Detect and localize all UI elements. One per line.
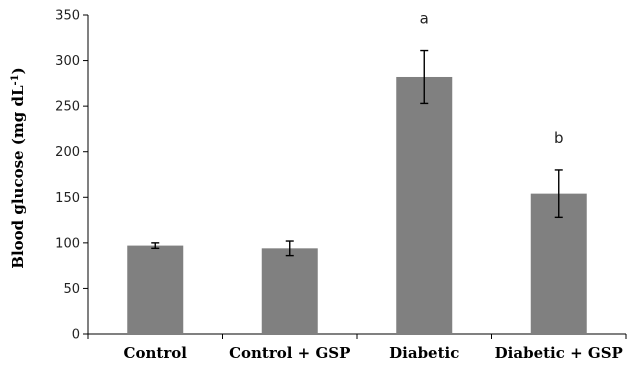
bar [261,248,318,334]
category-label: Control [124,344,188,362]
y-axis: 0 50 100 150 200 250 300 350 [55,9,89,343]
x-axis [87,333,627,339]
y-tick-label: 300 [55,54,80,69]
category-label: Diabetic [389,344,459,362]
y-tick-label: 100 [55,236,80,251]
category-labels: Control Control + GSP Diabetic Diabetic + G… [124,344,623,362]
bar [127,245,184,334]
y-tick-label: 150 [55,191,80,206]
significance-label: b [554,129,564,147]
category-label: Diabetic + GSP [495,344,623,362]
significance-label: a [420,10,429,28]
y-tick-label: 350 [55,9,80,24]
y-axis-title: Blood glucose (mg dL-1) [9,67,27,268]
error-bars [151,49,563,257]
bars [127,76,587,334]
y-tick-label: 250 [55,100,80,115]
y-tick-label: 0 [72,328,80,343]
category-label: Control + GSP [229,344,350,362]
y-tick-label: 200 [55,145,80,160]
bar [396,76,453,334]
y-tick-label: 50 [63,282,80,297]
significance-annotations: ab [420,10,564,147]
